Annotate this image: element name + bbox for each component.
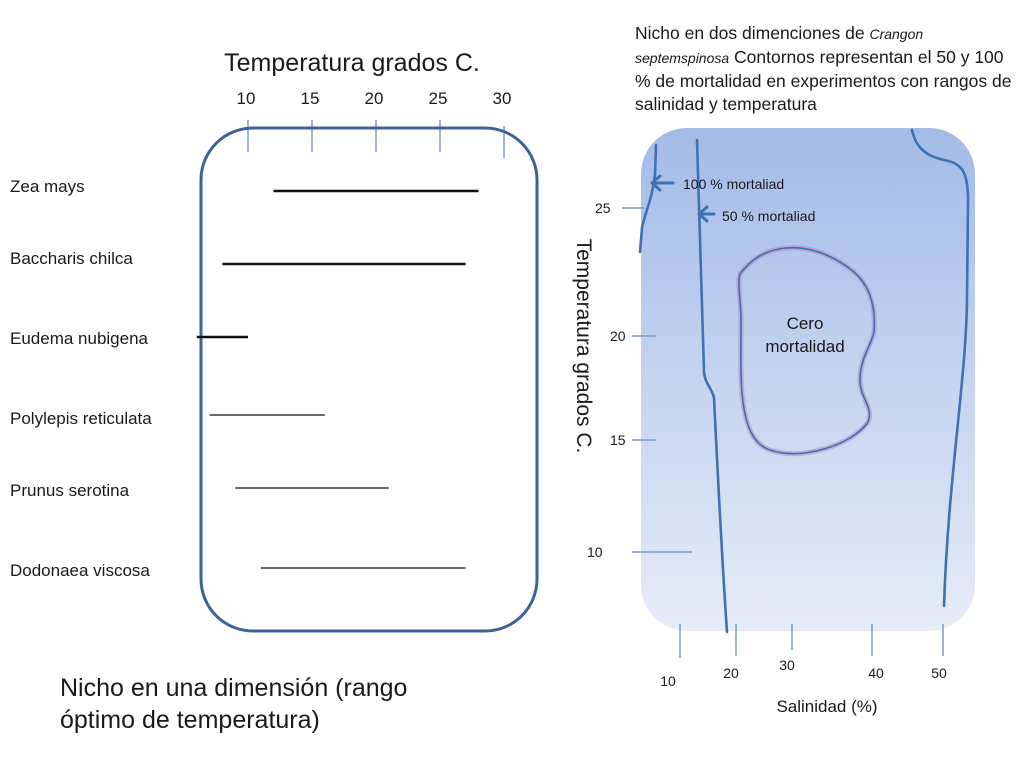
zero-mortality-label-line2: mortalidad [765, 337, 844, 356]
arrow-50-mortality-icon [697, 205, 716, 223]
contour-100-left [638, 143, 658, 254]
annotation-50-mortality: 50 % mortaliad [722, 208, 815, 224]
temperature-axis-ticks [247, 120, 505, 158]
x-axis-tick-labels: 10 20 30 40 50 [660, 657, 947, 689]
niche-frame [199, 126, 539, 633]
contour-50-left [695, 138, 729, 634]
contour-100-right [910, 128, 970, 608]
y-tick-label-15: 15 [610, 432, 626, 448]
niche-2d-description-post: Contornos representan el 50 y 100 % de m… [635, 47, 1012, 114]
zero-mortality-contour [736, 245, 877, 457]
x-tick-label-20: 20 [723, 665, 739, 681]
tick-label-25: 25 [429, 89, 448, 108]
tick-label-30: 30 [493, 89, 512, 108]
species-labels: Zea mays Baccharis chilca Eudema nubigen… [10, 177, 152, 580]
annotation-100-mortality: 100 % mortaliad [683, 176, 784, 192]
y-axis-tick-marks [622, 207, 692, 553]
x-tick-label-10: 10 [660, 673, 676, 689]
temperature-axis-tick-labels: 10 15 20 25 30 [237, 89, 512, 108]
temperature-axis-title: Temperatura grados C. [224, 49, 480, 77]
tick-label-20: 20 [365, 89, 384, 108]
arrow-100-mortality-icon [650, 174, 675, 192]
x-axis-tick-marks [679, 624, 944, 658]
species-label-baccharis-chilca: Baccharis chilca [10, 249, 133, 268]
x-tick-label-50: 50 [931, 665, 947, 681]
species-temperature-ranges [196, 189, 479, 569]
y-axis-title: Temperatura grados C. [572, 239, 595, 454]
species-name-italic: Crangon septemspinosa [635, 26, 924, 66]
mortality-contours [638, 128, 970, 634]
x-tick-label-30: 30 [779, 657, 795, 673]
species-label-eudema-nubigena: Eudema nubigena [10, 329, 149, 348]
y-tick-label-10: 10 [587, 544, 603, 560]
niche-2d-plot-area [641, 128, 975, 631]
zero-mortality-label-line1: Cero [787, 314, 824, 333]
niche-2d-description: Nicho en dos dimenciones de Crangon sept… [635, 22, 1015, 116]
tick-label-15: 15 [301, 89, 320, 108]
y-axis-tick-labels: 25 20 15 10 [587, 200, 626, 560]
x-tick-label-40: 40 [868, 665, 884, 681]
tick-label-10: 10 [237, 89, 256, 108]
species-label-polylepis-reticulata: Polylepis reticulata [10, 409, 152, 428]
y-tick-label-20: 20 [610, 328, 626, 344]
mortality-arrows [650, 174, 716, 223]
species-label-zea-mays: Zea mays [10, 177, 85, 196]
species-label-prunus-serotina: Prunus serotina [10, 481, 130, 500]
species-label-dodonaea-viscosa: Dodonaea viscosa [10, 561, 150, 580]
one-dimension-niche-caption: Nicho en una dimensión (rango óptimo de … [60, 674, 408, 734]
zero-mortality-outline [738, 246, 876, 455]
niche-2d-description-pre: Nicho en dos dimenciones de [635, 23, 870, 43]
x-axis-title: Salinidad (%) [776, 697, 877, 716]
y-tick-label-25: 25 [595, 200, 611, 216]
